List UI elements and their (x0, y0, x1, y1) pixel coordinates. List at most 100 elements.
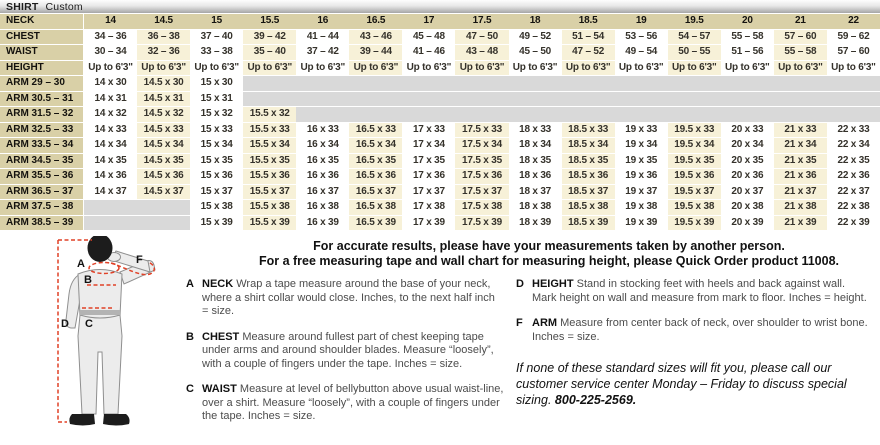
measuring-instructions-section: A B C D F For accurate results, please h… (0, 230, 880, 442)
size-cell: 16 x 34 (296, 138, 350, 153)
size-cell: 49 – 54 (614, 45, 668, 60)
size-cell-empty (349, 76, 403, 91)
measure-steps-left-column: A NECK Wrap a tape measure around the bas… (186, 278, 504, 436)
size-cell: 15 x 37 (190, 184, 244, 199)
size-cell: 14 x 32 (84, 107, 138, 122)
size-cell: 15.5 x 32 (243, 107, 297, 122)
arm-measure-line (110, 261, 155, 276)
step-description: HEIGHT Stand in stocking feet with heels… (532, 278, 872, 305)
step-description: ARM Measure from center back of neck, ov… (532, 317, 872, 344)
step-text: Wrap a tape measure around the base of y… (202, 278, 495, 317)
size-cell: 14 x 35 (84, 153, 138, 168)
neck-size-header: 15.5 (243, 14, 297, 29)
size-cell-empty (667, 91, 721, 106)
size-cell: 19 x 33 (614, 122, 668, 137)
size-cell: 15 x 39 (190, 215, 244, 230)
step-text: Measure at level of bellybutton above us… (202, 383, 504, 422)
step-term: ARM (532, 317, 558, 329)
size-cell-empty (508, 91, 562, 106)
size-cell: Up to 6'3" (773, 60, 827, 75)
size-cell: 18.5 x 34 (561, 138, 615, 153)
size-cell: 45 – 50 (508, 45, 562, 60)
customer-service-phone: 800-225-2569. (554, 393, 637, 407)
size-cell: 14 x 31 (84, 91, 138, 106)
size-cell: 21 x 37 (773, 184, 827, 199)
neck-size-header: 21 (773, 14, 827, 29)
neck-size-header: 19 (614, 14, 668, 29)
size-cell-empty (561, 107, 615, 122)
size-cell: 18 x 37 (508, 184, 562, 199)
size-cell: 17.5 x 33 (455, 122, 509, 137)
size-cell: 22 x 33 (826, 122, 880, 137)
size-cell: 20 x 33 (720, 122, 774, 137)
row-label-arm-38-5-39: ARM 38.5 – 39 (0, 215, 84, 230)
size-cell: 19.5 x 35 (667, 153, 721, 168)
neck-size-header: 18.5 (561, 14, 615, 29)
step-description: NECK Wrap a tape measure around the base… (202, 278, 504, 319)
size-cell: 14.5 x 32 (137, 107, 191, 122)
size-cell: 14 x 30 (84, 76, 138, 91)
step-letter: C (186, 383, 194, 395)
size-cell: 14 x 37 (84, 184, 138, 199)
size-cell: 37 – 42 (296, 45, 350, 60)
row-label-arm-32-5-33: ARM 32.5 – 33 (0, 122, 84, 137)
size-cell: 22 x 35 (826, 153, 880, 168)
size-cell: 17.5 x 37 (455, 184, 509, 199)
size-cell: Up to 6'3" (84, 60, 138, 75)
row-label-waist: WAIST (0, 45, 84, 60)
size-cell: 18 x 34 (508, 138, 562, 153)
size-cell-empty (826, 76, 880, 91)
size-cell: 16 x 39 (296, 215, 350, 230)
step-description: CHEST Measure around fullest part of che… (202, 331, 504, 372)
size-cell: 43 – 48 (455, 45, 509, 60)
step-term: WAIST (202, 383, 237, 395)
neck-size-header: 22 (826, 14, 880, 29)
size-cell: 47 – 52 (561, 45, 615, 60)
size-cell-empty (402, 76, 456, 91)
size-cell: 18 x 38 (508, 200, 562, 215)
figure-label-arm: F (136, 254, 143, 266)
size-cell: 43 – 46 (349, 29, 403, 44)
size-cell: 14.5 x 37 (137, 184, 191, 199)
special-sizing-note-text: If none of these standard sizes will fit… (516, 361, 847, 407)
size-cell: 18 x 36 (508, 169, 562, 184)
size-cell-empty (614, 107, 668, 122)
size-cell: 53 – 56 (614, 29, 668, 44)
table-title: SHIRT (6, 0, 39, 13)
size-cell-empty (243, 76, 297, 91)
size-table: NECK 14 14.5 15 15.5 16 16.5 17 17.5 18 18.5 19 19.5… (0, 14, 880, 230)
neck-measure-line (88, 261, 120, 275)
size-cell-empty (296, 107, 350, 122)
size-cell: 17 x 38 (402, 200, 456, 215)
step-description: WAIST Measure at level of bellybutton ab… (202, 383, 504, 424)
size-cell: 15 x 34 (190, 138, 244, 153)
size-cell: 55 – 58 (720, 29, 774, 44)
size-cell-empty (773, 76, 827, 91)
neck-size-header: 14.5 (137, 14, 191, 29)
size-cell: 39 – 42 (243, 29, 297, 44)
size-cell: 18 x 33 (508, 122, 562, 137)
size-cell: 21 x 38 (773, 200, 827, 215)
size-cell: 19 x 38 (614, 200, 668, 215)
size-cell: 17 x 36 (402, 169, 456, 184)
size-cell: 16.5 x 34 (349, 138, 403, 153)
figure-label-height: D (61, 318, 69, 330)
step-term: NECK (202, 278, 234, 290)
size-cell-empty (614, 76, 668, 91)
size-cell-empty (296, 91, 350, 106)
size-cell: 16 x 35 (296, 153, 350, 168)
size-cell: 19 x 37 (614, 184, 668, 199)
size-cell: Up to 6'3" (455, 60, 509, 75)
size-cell: 15.5 x 38 (243, 200, 297, 215)
neck-size-header: 19.5 (667, 14, 721, 29)
size-cell: 16.5 x 33 (349, 122, 403, 137)
size-cell-empty (402, 91, 456, 106)
size-cell: 22 x 34 (826, 138, 880, 153)
size-cell-empty (296, 76, 350, 91)
neck-size-header: 20 (720, 14, 774, 29)
size-cell-empty (508, 76, 562, 91)
size-cell: 50 – 55 (667, 45, 721, 60)
size-cell: 16 x 38 (296, 200, 350, 215)
size-cell-empty (826, 107, 880, 122)
